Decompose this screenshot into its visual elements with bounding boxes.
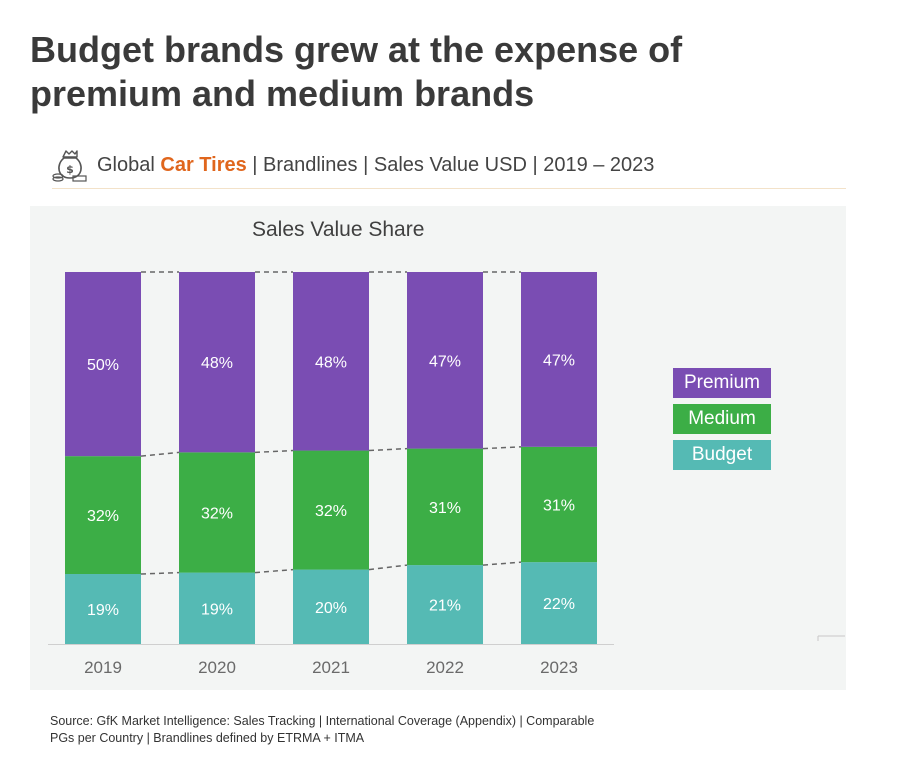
legend-item-premium: Premium (673, 368, 771, 398)
subtitle-row: $ Global Car Tires | Brandlines | Sales … (52, 148, 846, 189)
data-label-premium-2023: 47% (543, 352, 575, 369)
data-label-medium-2020: 32% (201, 505, 233, 522)
data-label-budget-2020: 19% (201, 601, 233, 618)
bar-medium-2021 (293, 450, 369, 570)
money-bag-icon: $ (52, 150, 87, 182)
bar-premium-2022 (407, 272, 483, 449)
data-label-medium-2019: 32% (87, 508, 119, 525)
connector-line-1-1 (254, 449, 294, 454)
x-tick-label-2023: 2023 (540, 658, 578, 677)
data-label-premium-2021: 48% (315, 354, 347, 371)
data-label-medium-2022: 31% (429, 500, 461, 517)
x-tick-label-2019: 2019 (84, 658, 122, 677)
chart-title: Sales Value Share (252, 218, 425, 241)
source-note: Source: GfK Market Intelligence: Sales T… (50, 714, 595, 745)
bar-budget-2020 (179, 572, 255, 644)
x-tick-label-2020: 2020 (198, 658, 236, 677)
bar-medium-2022 (407, 448, 483, 566)
legend-item-medium: Medium (673, 404, 771, 434)
bar-budget-2023 (521, 562, 597, 644)
connector-line-0-1 (140, 451, 180, 457)
bar-premium-2020 (179, 272, 255, 453)
legend-item-budget: Budget (673, 440, 771, 470)
subtitle-prefix: Global (97, 154, 161, 176)
bar-budget-2021 (293, 569, 369, 644)
bar-budget-2022 (407, 565, 483, 644)
data-label-premium-2022: 47% (429, 353, 461, 370)
subtitle-accent: Car Tires (160, 154, 247, 176)
data-label-budget-2023: 22% (543, 596, 575, 613)
svg-text:$: $ (66, 163, 74, 176)
page-title: Budget brands grew at the expense of pre… (30, 29, 683, 114)
data-label-budget-2019: 19% (87, 602, 119, 619)
subtitle-suffix: | Brandlines | Sales Value USD | 2019 – … (246, 154, 655, 176)
data-label-budget-2022: 21% (429, 598, 461, 615)
connector-line-0-0 (140, 571, 180, 575)
connector-line-2-1 (368, 447, 408, 452)
bar-medium-2020 (179, 452, 255, 573)
data-label-medium-2021: 32% (315, 503, 347, 520)
data-label-premium-2019: 50% (87, 357, 119, 374)
connector-line-2-0 (368, 564, 408, 571)
x-tick-label-2021: 2021 (312, 658, 350, 677)
bar-premium-2021 (293, 272, 369, 451)
connector-line-3-0 (482, 561, 522, 566)
data-label-medium-2023: 31% (543, 498, 575, 515)
bar-medium-2023 (521, 446, 597, 563)
bar-premium-2023 (521, 272, 597, 447)
chart-subtitle: Global Car Tires | Brandlines | Sales Va… (97, 154, 654, 177)
data-label-budget-2021: 20% (315, 600, 347, 617)
bar-medium-2019 (65, 456, 141, 575)
bar-premium-2019 (65, 272, 141, 457)
bar-budget-2019 (65, 574, 141, 644)
connector-line-1-0 (254, 568, 294, 574)
data-label-premium-2020: 48% (201, 355, 233, 372)
x-tick-label-2022: 2022 (426, 658, 464, 677)
connector-line-3-1 (482, 446, 522, 450)
